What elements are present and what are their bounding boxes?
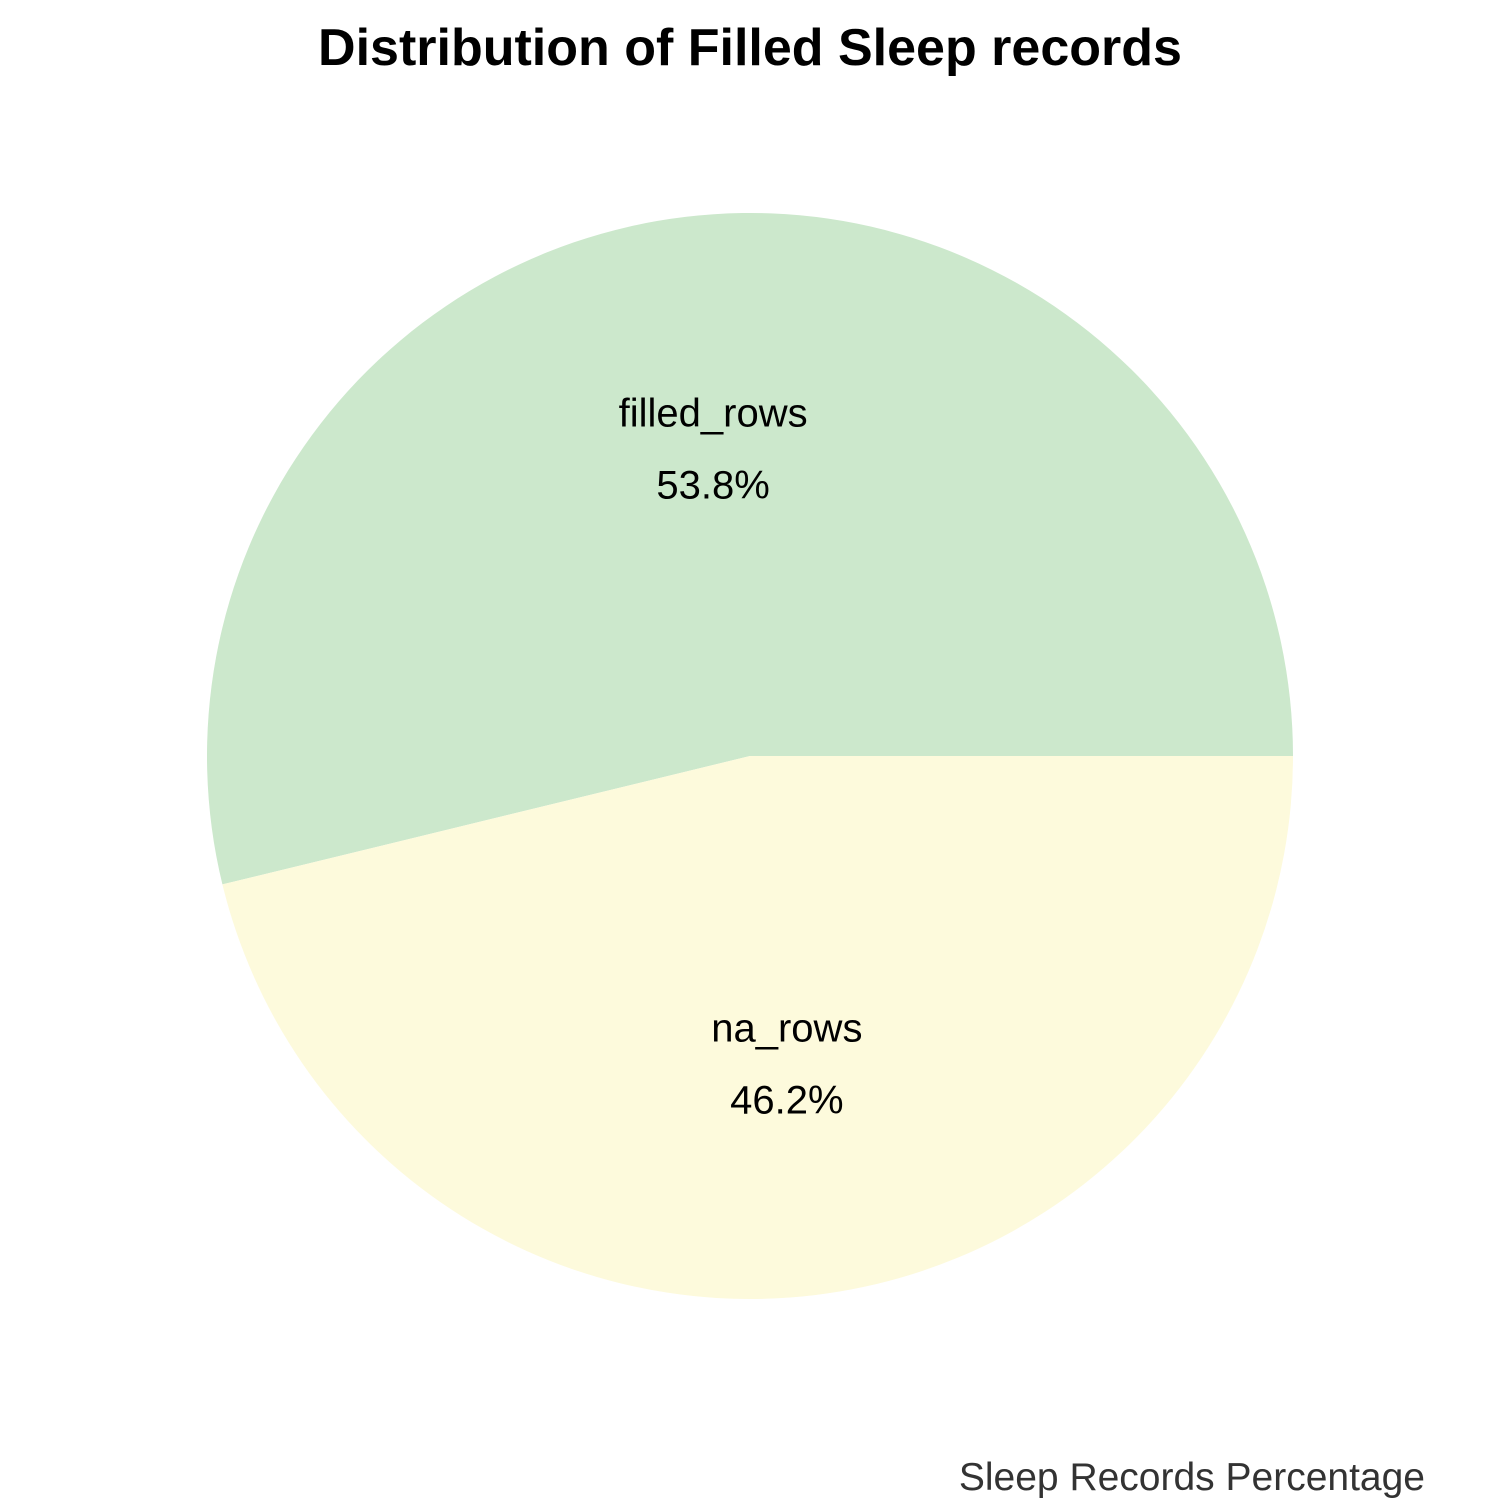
pie-slice-na-rows: [222, 756, 1294, 1300]
pie-labels: filled_rows 53.8% na_rows 46.2%: [619, 392, 863, 1123]
slice-label-value: 46.2%: [730, 1078, 843, 1122]
slice-label-name: na_rows: [711, 1006, 862, 1050]
chart-caption: Sleep Records Percentage: [959, 1456, 1425, 1499]
slice-label-name: filled_rows: [619, 392, 808, 436]
pie-slice-filled-rows: [207, 213, 1293, 885]
slice-label-value: 53.8%: [656, 464, 769, 508]
pie-slices: [207, 213, 1294, 1300]
chart-title: Distribution of Filled Sleep records: [318, 19, 1182, 77]
